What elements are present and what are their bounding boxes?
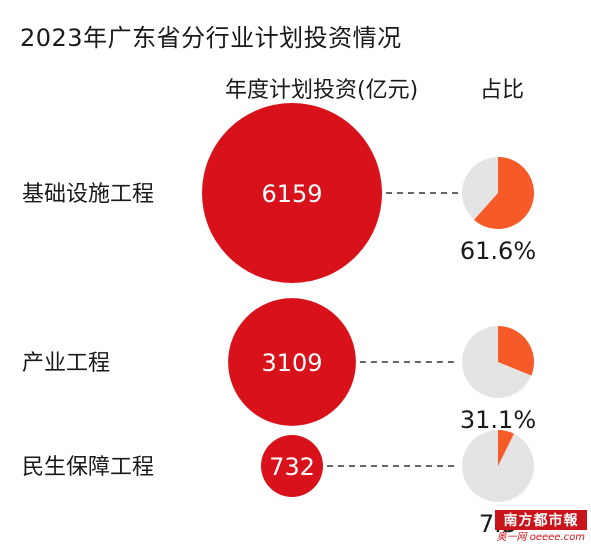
value-bubble (261, 435, 323, 497)
site-watermark: 奥一网 oeeee.com (496, 532, 585, 543)
category-label: 民生保障工程 (22, 455, 154, 480)
bubble-value-label: 732 (269, 453, 315, 481)
investment-column-header: 年度计划投资(亿元) (225, 78, 419, 103)
chart-title: 2023年广东省分行业计划投资情况 (20, 24, 402, 52)
newspaper-logo: 南方都市報 (495, 510, 587, 530)
category-label: 基础设施工程 (22, 182, 154, 207)
value-bubble (202, 103, 382, 283)
bubble-value-label: 6159 (261, 180, 322, 208)
share-pie-slice (474, 157, 535, 230)
bubble-value-label: 3109 (261, 349, 322, 377)
share-column-header: 占比 (480, 78, 525, 103)
share-percent-label: 31.1% (460, 406, 536, 434)
share-percent-label: 61.6% (460, 237, 536, 265)
category-label: 产业工程 (22, 351, 110, 376)
share-pie-slice (498, 429, 514, 466)
share-pie-slice (498, 326, 535, 376)
value-bubble (228, 298, 356, 426)
